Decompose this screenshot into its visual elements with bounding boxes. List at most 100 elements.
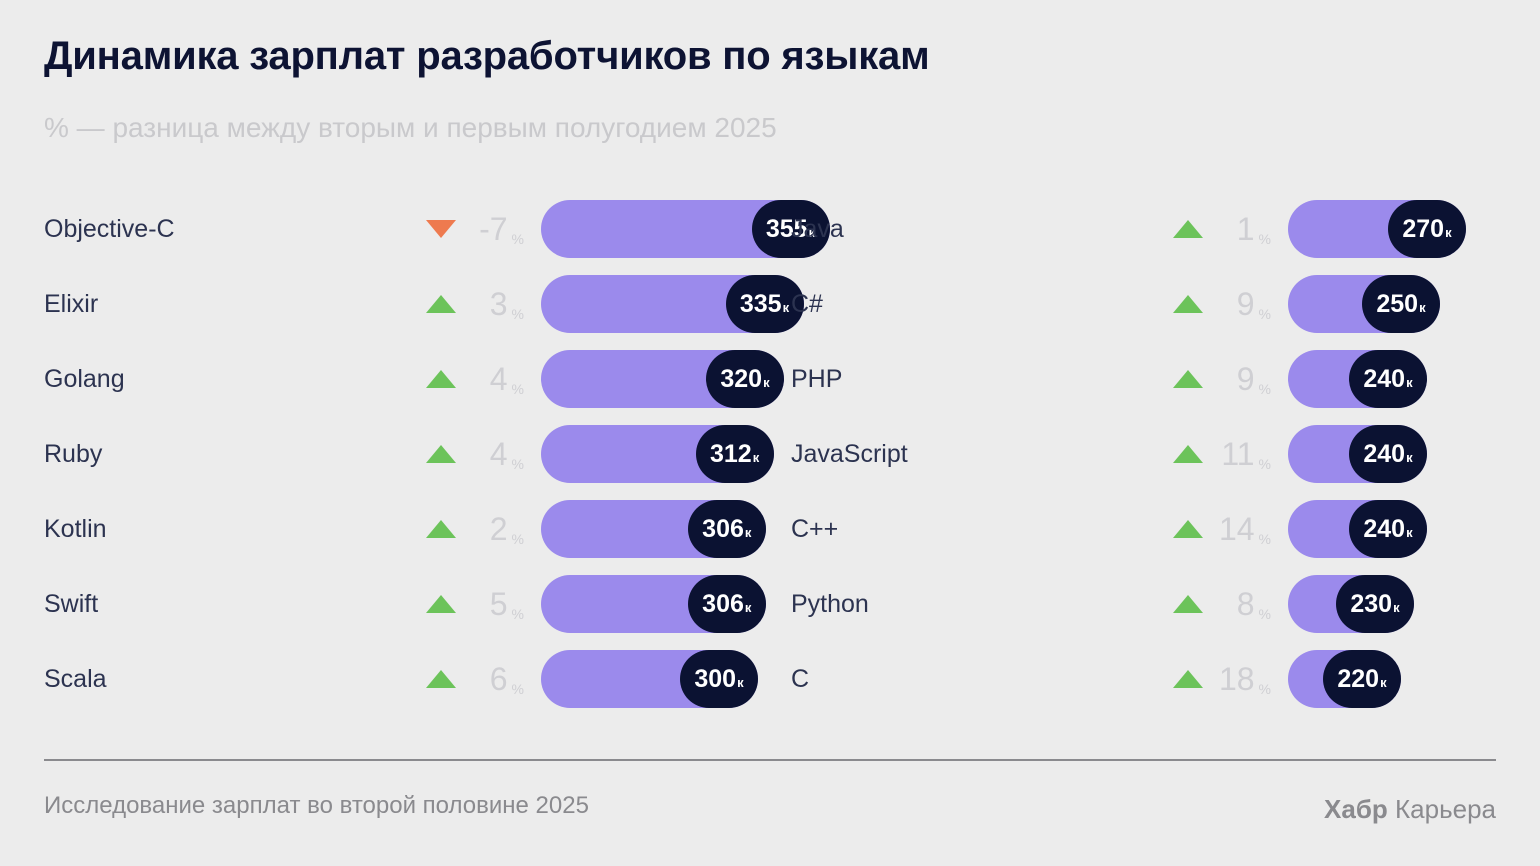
salary-unit: к xyxy=(782,300,790,315)
trend-up-icon xyxy=(426,445,456,463)
salary-unit: к xyxy=(1419,300,1426,315)
salary-unit: к xyxy=(752,450,760,465)
salary-row-objective-c: Objective-C -7% 355к xyxy=(44,200,830,258)
salary-unit: к xyxy=(744,525,752,540)
salary-value: 335 xyxy=(739,290,782,318)
change-value: -7 xyxy=(479,211,508,247)
salary-value: 270 xyxy=(1402,215,1445,243)
salary-row-php: PHP 9% 240к xyxy=(791,350,1491,408)
brand-name-bold: Хабр xyxy=(1324,794,1388,824)
change-percent: 4% xyxy=(442,425,524,493)
change-value: 4 xyxy=(489,436,508,472)
change-unit: % xyxy=(1258,681,1271,697)
salary-bar: 270к xyxy=(1288,200,1466,258)
salary-bar: 335к xyxy=(541,275,804,333)
salary-value-pill: 306к xyxy=(687,500,766,558)
salary-row-ruby: Ruby 4% 312к xyxy=(44,425,774,483)
salary-value: 312 xyxy=(709,440,752,468)
brand-logo: Хабр Карьера xyxy=(1324,794,1496,825)
trend-up-icon xyxy=(1173,295,1203,313)
salary-row-elixir: Elixir 3% 335к xyxy=(44,275,804,333)
change-percent: -7% xyxy=(442,200,524,268)
salary-bar: 355к xyxy=(541,200,830,258)
language-label: Java xyxy=(791,215,844,243)
trend-up-icon xyxy=(426,370,456,388)
change-value: 18 xyxy=(1218,661,1255,697)
change-unit: % xyxy=(511,606,524,622)
trend-up-icon xyxy=(426,520,456,538)
salary-row-swift: Swift 5% 306к xyxy=(44,575,766,633)
salary-unit: к xyxy=(1380,675,1387,690)
trend-up-icon xyxy=(1173,670,1203,688)
trend-up-icon xyxy=(426,295,456,313)
change-unit: % xyxy=(511,456,524,472)
change-unit: % xyxy=(511,681,524,697)
change-unit: % xyxy=(511,531,524,547)
change-percent: 6% xyxy=(442,650,524,718)
salary-row-cplusplus: C++ 14% 240к xyxy=(791,500,1491,558)
language-label: Kotlin xyxy=(44,515,107,543)
trend-up-icon xyxy=(1173,595,1203,613)
salary-value: 240 xyxy=(1363,440,1406,468)
footer-divider xyxy=(44,759,1496,761)
change-unit: % xyxy=(511,306,524,322)
change-value: 2 xyxy=(489,511,508,547)
salary-unit: к xyxy=(808,225,816,240)
change-percent: 9% xyxy=(1189,275,1271,343)
trend-up-icon xyxy=(426,595,456,613)
salary-bar: 312к xyxy=(541,425,774,483)
change-unit: % xyxy=(1258,231,1271,247)
salary-bar: 300к xyxy=(541,650,758,708)
language-label: PHP xyxy=(791,365,843,393)
salary-row-golang: Golang 4% 320к xyxy=(44,350,784,408)
language-label: Ruby xyxy=(44,440,103,468)
salary-value-pill: 300к xyxy=(680,650,758,708)
salary-row-javascript: JavaScript 11% 240к xyxy=(791,425,1491,483)
salary-value-pill: 240к xyxy=(1349,500,1427,558)
trend-up-icon xyxy=(1173,520,1203,538)
salary-unit: к xyxy=(1406,375,1413,390)
language-label: C xyxy=(791,665,810,693)
salary-value: 240 xyxy=(1363,515,1406,543)
salary-bar: 220к xyxy=(1288,650,1401,708)
salary-bar: 240к xyxy=(1288,500,1427,558)
language-label: C# xyxy=(791,290,823,318)
trend-up-icon xyxy=(1173,220,1203,238)
salary-bar: 250к xyxy=(1288,275,1440,333)
salary-unit: к xyxy=(763,375,770,390)
salary-value-pill: 306к xyxy=(687,575,766,633)
trend-up-icon xyxy=(426,670,456,688)
salary-row-kotlin: Kotlin 2% 306к xyxy=(44,500,766,558)
change-unit: % xyxy=(511,231,524,247)
change-value: 8 xyxy=(1236,586,1255,622)
change-percent: 4% xyxy=(442,350,524,418)
language-label: Golang xyxy=(44,365,125,393)
salary-value: 250 xyxy=(1376,290,1419,318)
salary-bar: 306к xyxy=(541,500,766,558)
salary-column-right: Java 1% 270к C# 9% 250к PHP 9% 240к JavaScript 11%… xyxy=(791,0,1511,866)
change-unit: % xyxy=(1258,456,1271,472)
change-value: 5 xyxy=(489,586,508,622)
salary-value-pill: 220к xyxy=(1323,650,1401,708)
change-value: 9 xyxy=(1236,361,1255,397)
language-label: Scala xyxy=(44,665,107,693)
change-unit: % xyxy=(1258,531,1271,547)
change-unit: % xyxy=(1258,381,1271,397)
salary-value-pill: 240к xyxy=(1349,350,1427,408)
salary-value-pill: 250к xyxy=(1362,275,1440,333)
change-percent: 18% xyxy=(1189,650,1271,718)
salary-value: 306 xyxy=(702,515,744,543)
salary-unit: к xyxy=(1393,600,1400,615)
change-percent: 8% xyxy=(1189,575,1271,643)
salary-bar: 230к xyxy=(1288,575,1414,633)
change-value: 11 xyxy=(1221,436,1255,472)
language-label: Elixir xyxy=(44,290,99,318)
change-value: 1 xyxy=(1236,211,1255,247)
change-value: 14 xyxy=(1218,511,1255,547)
salary-row-python: Python 8% 230к xyxy=(791,575,1491,633)
change-value: 6 xyxy=(489,661,508,697)
change-unit: % xyxy=(511,381,524,397)
trend-up-icon xyxy=(1173,445,1203,463)
salary-bar: 306к xyxy=(541,575,766,633)
language-label: Objective-C xyxy=(44,215,175,243)
